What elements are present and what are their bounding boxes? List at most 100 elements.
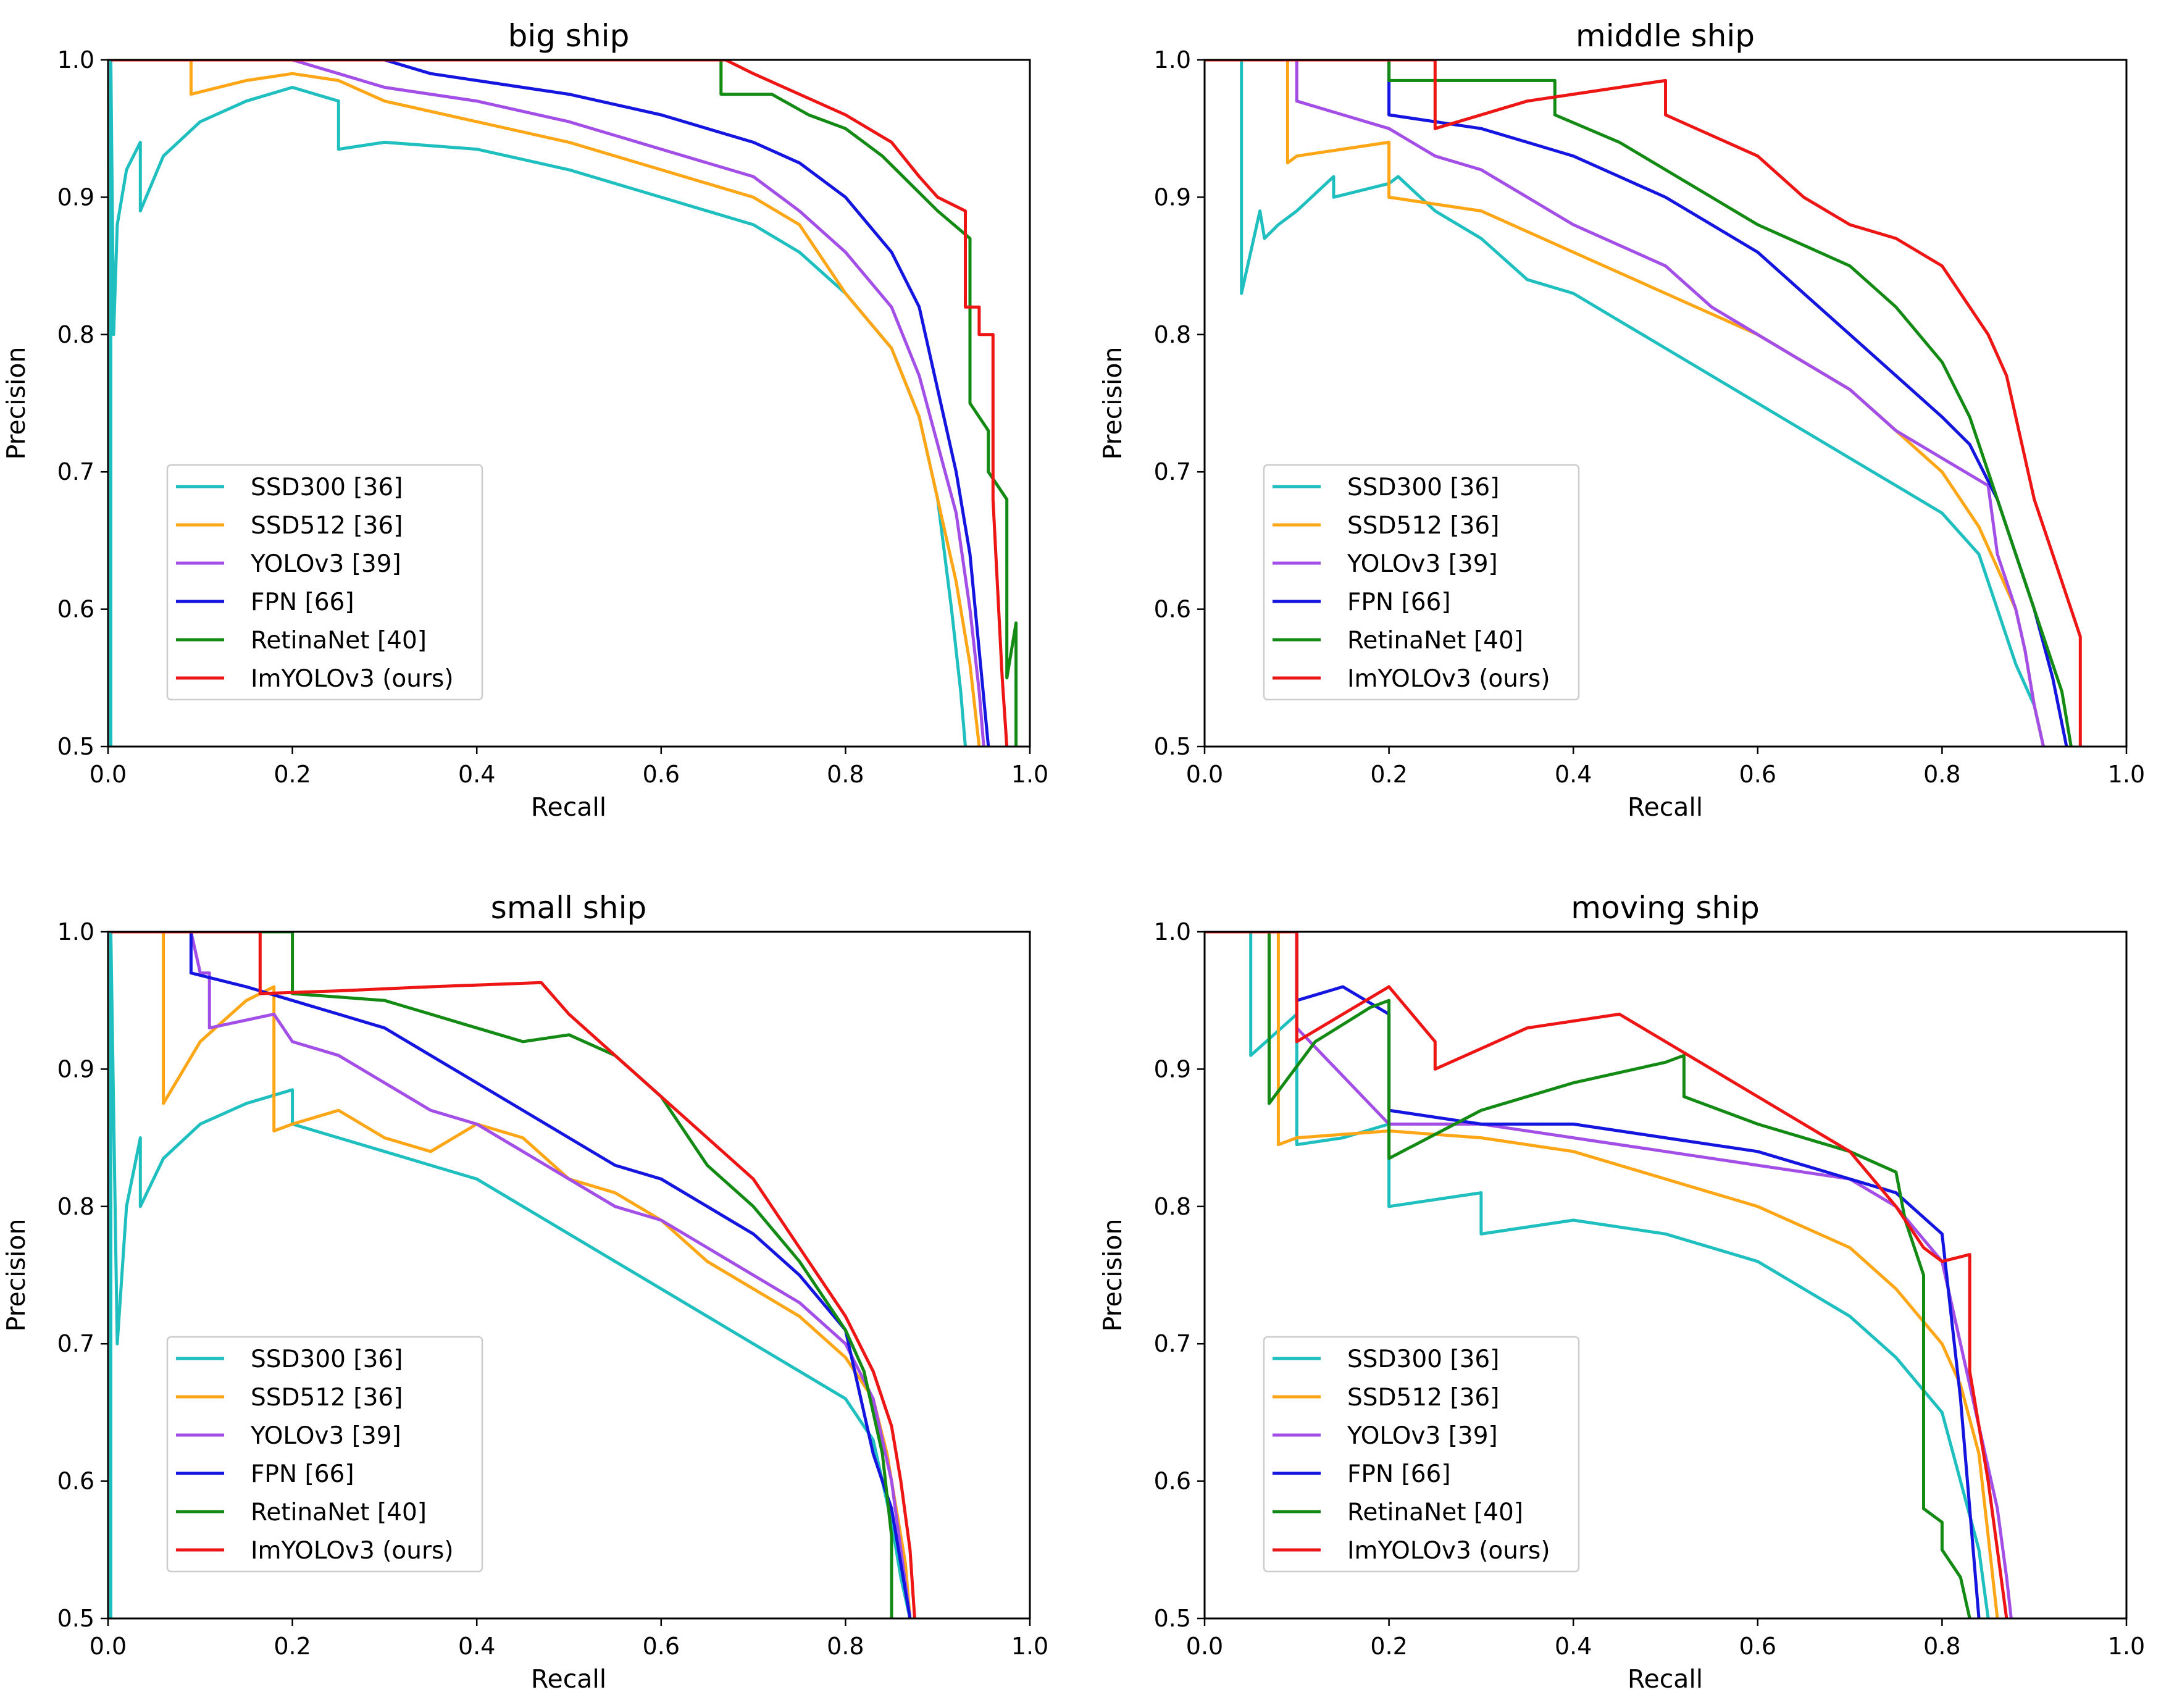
legend-box <box>166 1336 483 1573</box>
y-tick-label: 0.9 <box>1154 183 1191 211</box>
legend-label: FPN [66] <box>251 588 354 616</box>
y-tick-label: 0.8 <box>57 1193 94 1220</box>
x-tick-label: 0.8 <box>827 761 864 788</box>
x-tick-label: 0.4 <box>458 761 495 788</box>
series-line-ssd300-36 <box>109 932 912 1618</box>
x-axis-ticks: 0.0 0.2 0.4 0.6 0.8 1.0 <box>90 1618 1048 1660</box>
series-line-fpn-66 <box>111 60 990 747</box>
y-tick-label: 0.6 <box>1154 1468 1191 1495</box>
x-tick-label: 0.4 <box>1555 1633 1592 1660</box>
legend-box <box>1263 1336 1580 1573</box>
series-line-retinanet-40 <box>1205 932 1971 1618</box>
series-line-yolov3-39 <box>1205 60 2046 747</box>
series-line-ssd512-36 <box>111 60 981 747</box>
y-tick-label: 1.0 <box>57 918 94 945</box>
legend-label: FPN [66] <box>251 1460 354 1488</box>
legend-label: YOLOv3 [39] <box>250 550 401 578</box>
legend-label: YOLOv3 [39] <box>250 1422 401 1450</box>
y-tick-label: 0.7 <box>57 1330 94 1357</box>
x-tick-label: 0.4 <box>1555 761 1592 788</box>
y-tick-label: 1.0 <box>57 46 94 73</box>
legend: SSD300 [36] SSD512 [36] YOLOv3 [39] FPN … <box>166 464 483 701</box>
panel-moving-ship: moving ship 0.0 0.2 0.4 0.6 0.8 1.0 0.5 … <box>1098 890 2145 1694</box>
series-line-retinanet-40 <box>1205 60 2073 747</box>
y-tick-label: 0.6 <box>57 1468 94 1495</box>
y-tick-label: 0.8 <box>1154 1193 1191 1220</box>
x-tick-label: 0.8 <box>1923 761 1960 788</box>
x-tick-label: 0.2 <box>274 761 311 788</box>
series-lines <box>109 60 1018 747</box>
x-tick-label: 0.0 <box>1186 761 1223 788</box>
y-tick-label: 0.6 <box>1154 596 1191 623</box>
y-axis-label: Precision <box>1 1219 31 1332</box>
y-axis-label: Precision <box>1098 347 1127 460</box>
series-line-imyolov3-ours <box>1205 932 2008 1618</box>
series-line-imyolov3-ours <box>111 60 1009 747</box>
x-tick-label: 0.6 <box>643 761 680 788</box>
panel-title: small ship <box>491 890 646 926</box>
legend-label: SSD512 [36] <box>251 512 403 540</box>
x-tick-label: 1.0 <box>2108 1633 2145 1660</box>
y-tick-label: 0.5 <box>1154 733 1191 760</box>
legend-label: RetinaNet [40] <box>251 627 427 655</box>
series-line-ssd300-36 <box>1205 60 2046 747</box>
legend-label: FPN [66] <box>1347 1460 1451 1488</box>
legend: SSD300 [36] SSD512 [36] YOLOv3 [39] FPN … <box>1263 1336 1580 1573</box>
legend-label: SSD300 [36] <box>1347 1346 1499 1373</box>
y-tick-label: 0.5 <box>1154 1605 1191 1632</box>
y-tick-label: 0.5 <box>57 1605 94 1632</box>
legend: SSD300 [36] SSD512 [36] YOLOv3 [39] FPN … <box>1263 464 1580 701</box>
series-line-yolov3-39 <box>1205 932 2013 1618</box>
x-axis-ticks: 0.0 0.2 0.4 0.6 0.8 1.0 <box>90 747 1048 788</box>
y-tick-label: 1.0 <box>1154 46 1191 73</box>
series-line-fpn-66 <box>1205 932 1981 1618</box>
series-line-yolov3-39 <box>111 932 912 1618</box>
axes-frame <box>1203 59 2128 748</box>
legend-label: RetinaNet [40] <box>1347 627 1523 655</box>
x-tick-label: 1.0 <box>1011 1633 1048 1660</box>
x-tick-label: 1.0 <box>2108 761 2145 788</box>
series-lines <box>109 932 916 1618</box>
legend-label: SSD512 [36] <box>1347 512 1499 540</box>
series-lines <box>1205 932 2013 1618</box>
series-line-imyolov3-ours <box>1205 60 2082 747</box>
panel-title: moving ship <box>1571 890 1759 926</box>
panel-title: middle ship <box>1576 18 1755 54</box>
y-tick-label: 0.7 <box>1154 458 1191 485</box>
y-tick-label: 0.8 <box>1154 321 1191 348</box>
x-tick-label: 0.2 <box>274 1633 311 1660</box>
y-axis-label: Precision <box>1 347 31 460</box>
y-tick-label: 0.9 <box>57 1055 94 1082</box>
y-axis-ticks: 0.5 0.6 0.7 0.8 0.9 1.0 <box>1154 918 1205 1632</box>
legend-label: RetinaNet [40] <box>1347 1499 1523 1526</box>
y-tick-label: 0.9 <box>1154 1055 1191 1082</box>
x-tick-label: 0.4 <box>458 1633 495 1660</box>
axes-frame <box>107 59 1031 748</box>
x-axis-ticks: 0.0 0.2 0.4 0.6 0.8 1.0 <box>1186 1618 2145 1660</box>
y-axis-ticks: 0.5 0.6 0.7 0.8 0.9 1.0 <box>57 46 108 760</box>
legend-label: SSD300 [36] <box>251 1346 403 1373</box>
x-tick-label: 0.8 <box>1923 1633 1960 1660</box>
y-tick-label: 0.6 <box>57 596 94 623</box>
legend-box <box>1263 464 1580 701</box>
series-line-ssd512-36 <box>1205 932 1999 1618</box>
x-axis-ticks: 0.0 0.2 0.4 0.6 0.8 1.0 <box>1186 747 2145 788</box>
series-lines <box>1205 60 2082 747</box>
x-tick-label: 1.0 <box>1011 761 1048 788</box>
legend: SSD300 [36] SSD512 [36] YOLOv3 [39] FPN … <box>166 1336 483 1573</box>
x-axis-label: Recall <box>1628 792 1703 822</box>
panel-big-ship: big ship 0.0 0.2 0.4 0.6 0.8 1.0 0.5 0.6… <box>1 18 1048 822</box>
legend-label: SSD300 [36] <box>251 474 403 501</box>
series-line-imyolov3-ours <box>111 932 916 1618</box>
y-tick-label: 0.7 <box>57 458 94 485</box>
legend-label: ImYOLOv3 (ours) <box>1347 1537 1550 1565</box>
legend-label: ImYOLOv3 (ours) <box>251 1537 454 1565</box>
x-tick-label: 0.0 <box>90 1633 127 1660</box>
x-tick-label: 0.6 <box>1739 1633 1776 1660</box>
x-tick-label: 0.0 <box>90 761 127 788</box>
legend-label: ImYOLOv3 (ours) <box>251 665 454 693</box>
legend-label: SSD512 [36] <box>1347 1384 1499 1412</box>
panel-title: big ship <box>508 18 630 54</box>
x-tick-label: 0.2 <box>1370 761 1407 788</box>
